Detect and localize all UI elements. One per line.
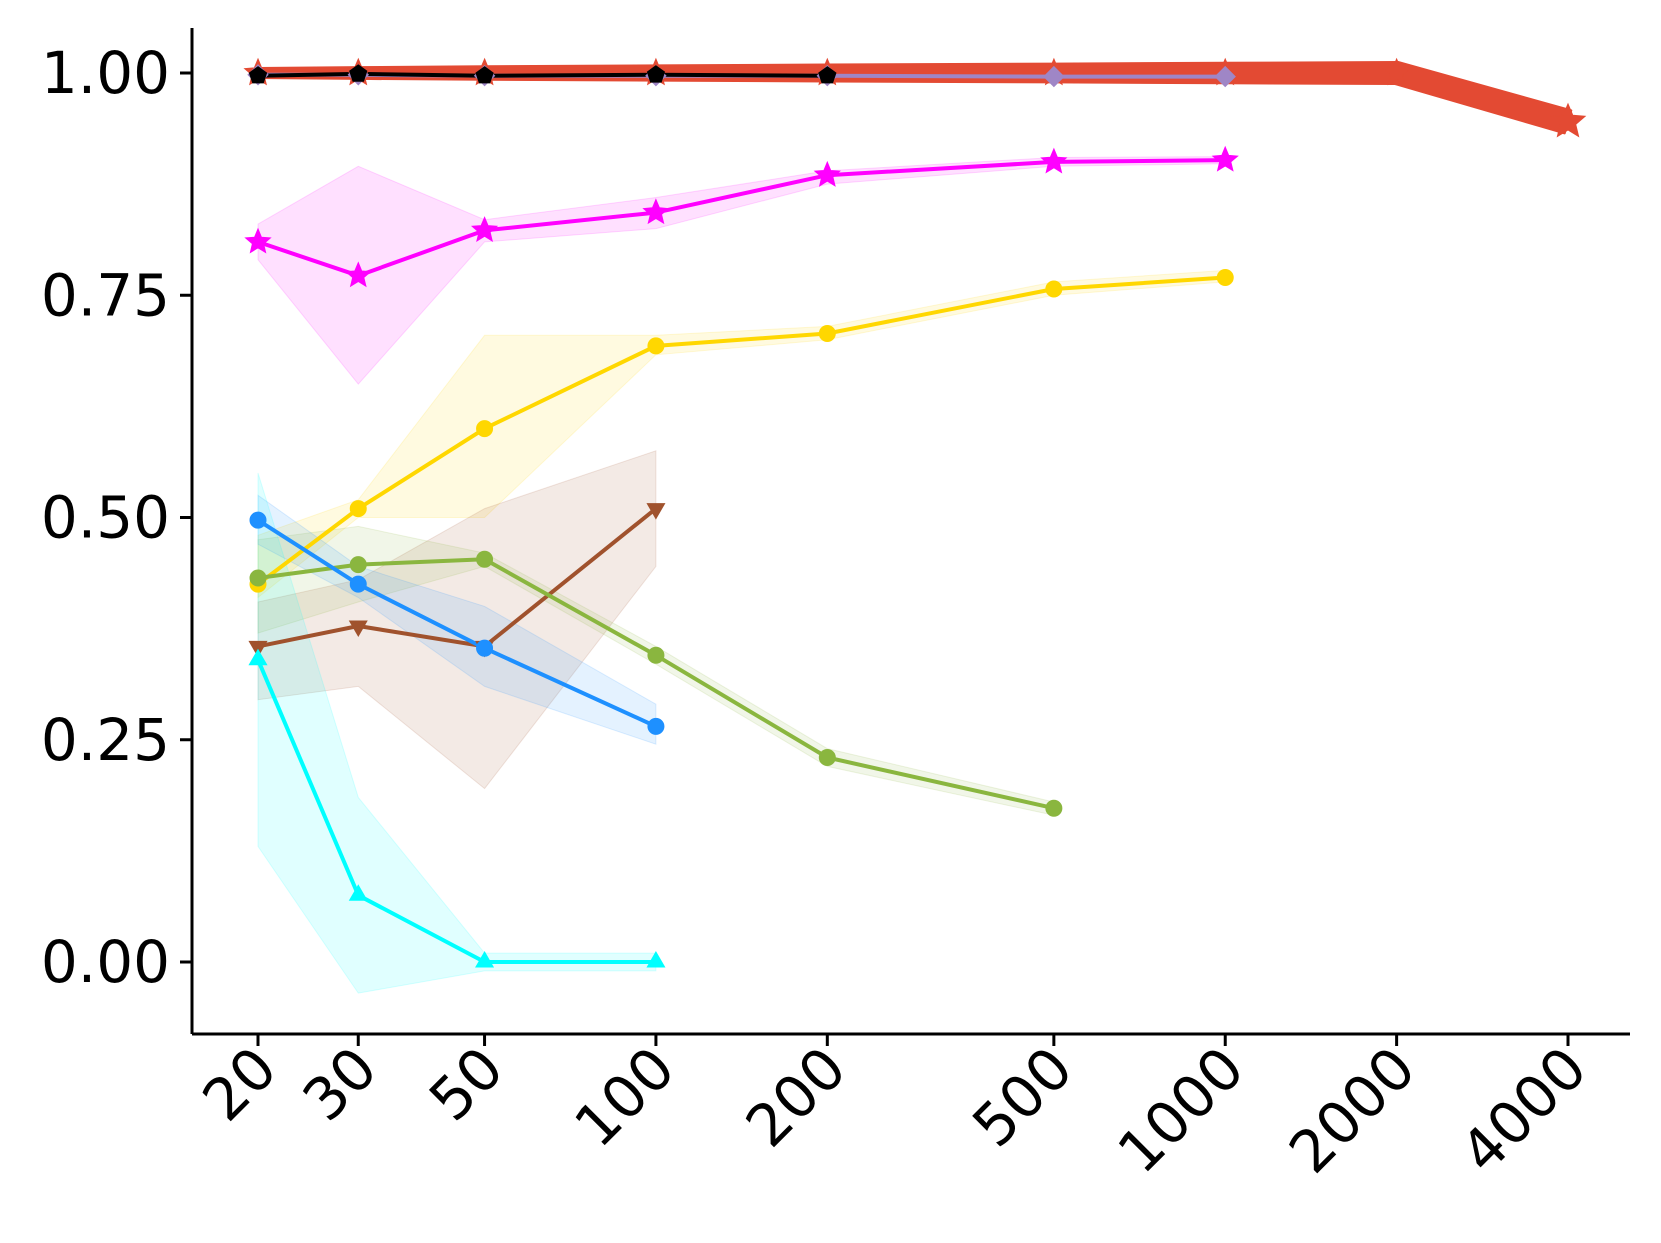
line-series-6 bbox=[256, 557, 1056, 811]
point-series-8-3 bbox=[646, 950, 666, 968]
line-series-8 bbox=[256, 657, 658, 964]
point-series-4-2 bbox=[476, 420, 494, 438]
y-tick-label: 1.00 bbox=[41, 39, 170, 107]
point-series-2-0 bbox=[248, 66, 268, 84]
series-markers bbox=[243, 57, 1587, 968]
point-series-7-1 bbox=[349, 575, 367, 593]
point-series-0-7 bbox=[1382, 57, 1412, 86]
point-series-6-5 bbox=[1045, 799, 1063, 817]
x-tick-label: 4000 bbox=[1447, 1034, 1599, 1186]
point-series-3-0 bbox=[244, 227, 272, 254]
point-series-1-5 bbox=[1043, 65, 1065, 88]
point-series-3-5 bbox=[1040, 147, 1068, 174]
y-tick-label: 0.75 bbox=[41, 261, 170, 329]
x-tick-label: 30 bbox=[290, 1034, 390, 1134]
point-series-5-1 bbox=[348, 620, 368, 638]
x-tick-label: 500 bbox=[959, 1034, 1085, 1160]
line-series-2 bbox=[256, 71, 830, 78]
point-series-2-4 bbox=[818, 66, 837, 84]
x-tick-label: 20 bbox=[190, 1034, 290, 1134]
x-tick-label: 200 bbox=[733, 1034, 859, 1160]
point-series-4-6 bbox=[1216, 268, 1234, 286]
point-series-8-1 bbox=[348, 884, 368, 901]
y-tick-label: 0.50 bbox=[41, 484, 170, 552]
line-series-5 bbox=[256, 506, 658, 649]
point-series-3-1 bbox=[344, 261, 372, 288]
y-tick-label: 0.00 bbox=[41, 928, 170, 996]
x-tick-label: 100 bbox=[561, 1034, 687, 1160]
point-series-4-1 bbox=[349, 500, 367, 518]
point-series-3-2 bbox=[470, 216, 499, 242]
band-series-5 bbox=[257, 450, 657, 790]
y-tick-label: 0.25 bbox=[41, 706, 170, 774]
band-series-3 bbox=[257, 156, 1226, 385]
point-series-4-5 bbox=[1045, 280, 1063, 298]
point-series-5-3 bbox=[646, 503, 666, 520]
point-series-2-3 bbox=[646, 65, 666, 83]
line-series-7 bbox=[256, 518, 658, 729]
point-series-7-0 bbox=[249, 511, 267, 529]
point-series-6-4 bbox=[818, 749, 836, 767]
point-series-7-2 bbox=[476, 639, 494, 657]
x-tick-label: 50 bbox=[416, 1034, 516, 1134]
point-series-6-1 bbox=[349, 556, 367, 574]
point-series-6-2 bbox=[476, 550, 494, 568]
x-tick-label: 2000 bbox=[1276, 1034, 1428, 1186]
point-series-4-3 bbox=[647, 337, 665, 355]
point-series-4-4 bbox=[818, 324, 836, 342]
point-series-6-3 bbox=[647, 646, 665, 664]
point-series-2-2 bbox=[475, 66, 494, 84]
point-series-7-3 bbox=[647, 717, 665, 735]
confidence-bands bbox=[257, 156, 1226, 994]
point-series-6-0 bbox=[249, 569, 267, 587]
point-series-1-6 bbox=[1214, 65, 1236, 88]
point-series-3-3 bbox=[642, 198, 670, 225]
point-series-8-0 bbox=[248, 648, 268, 666]
point-series-0-8 bbox=[1549, 102, 1587, 138]
point-series-8-2 bbox=[475, 950, 495, 968]
point-series-3-6 bbox=[1211, 145, 1239, 172]
band-series-8 bbox=[257, 472, 657, 994]
point-series-2-1 bbox=[349, 64, 368, 82]
point-series-3-4 bbox=[813, 160, 841, 187]
line-series-0 bbox=[257, 61, 1573, 135]
x-tick-label: 1000 bbox=[1105, 1034, 1257, 1186]
